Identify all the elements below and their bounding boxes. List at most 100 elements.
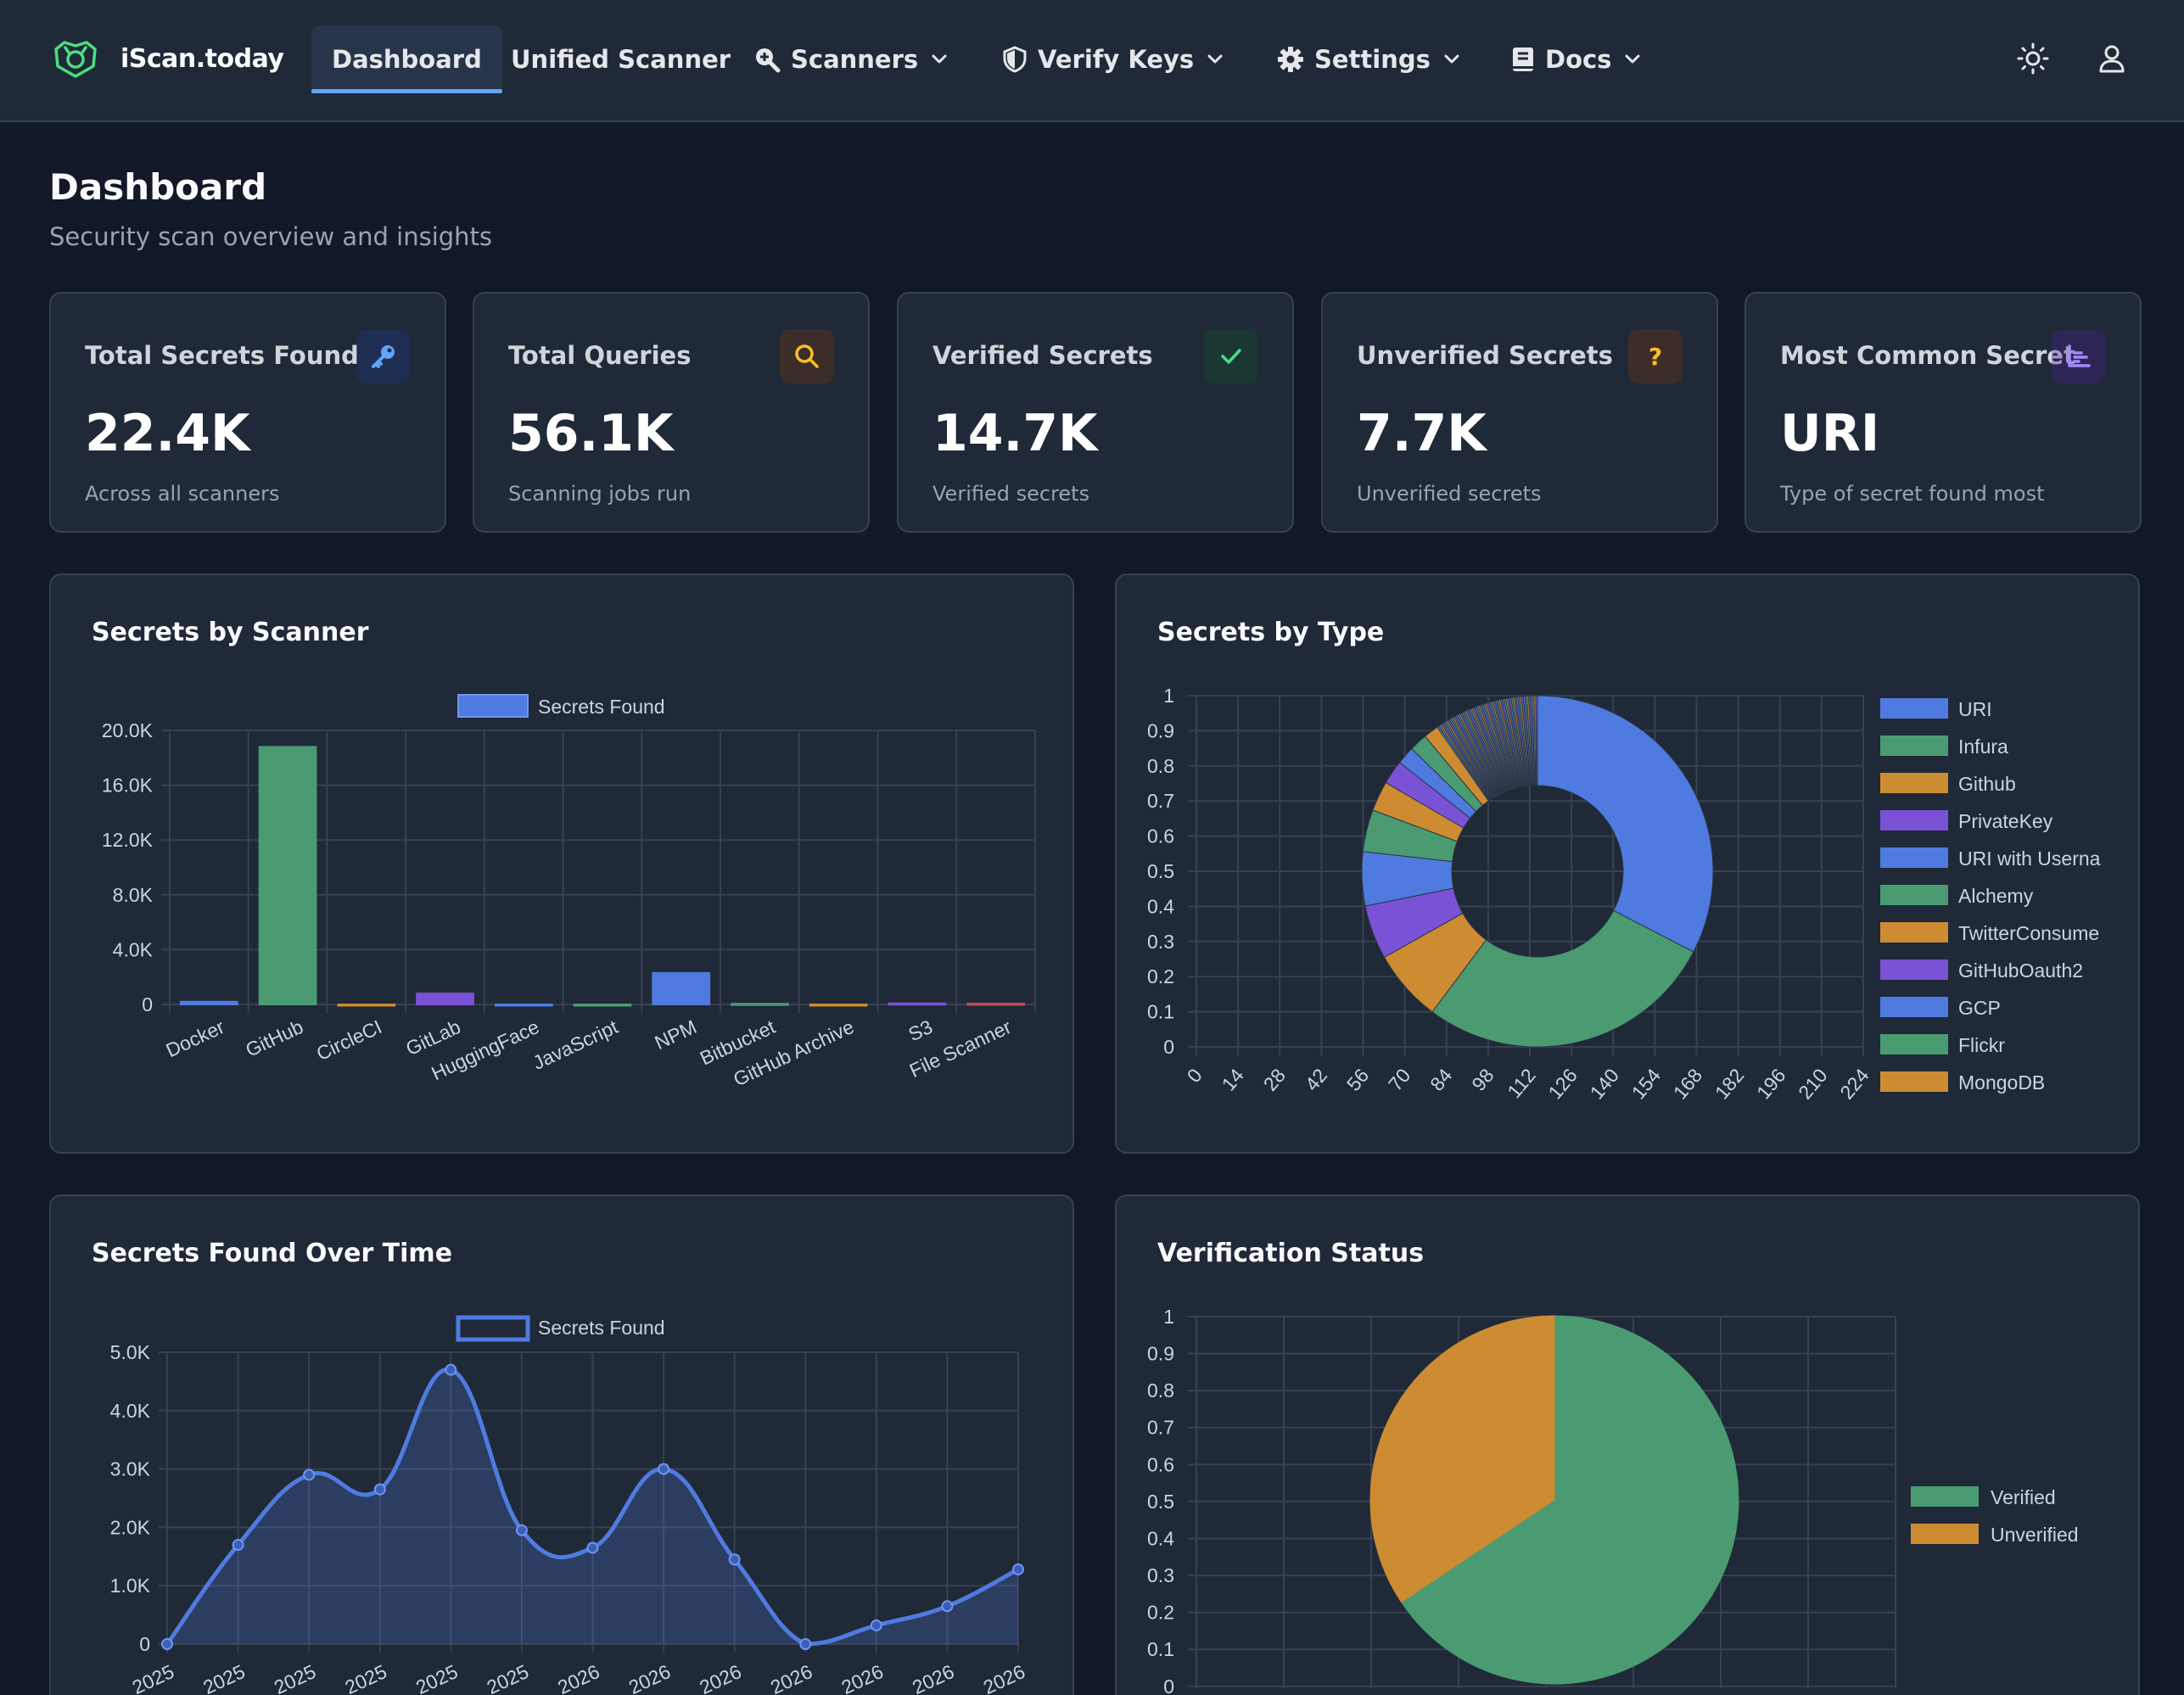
- data-point: [373, 1483, 386, 1496]
- y-tick-label: 1.0K: [110, 1575, 151, 1597]
- nav-unified-scanner[interactable]: Unified Scanner: [490, 25, 751, 93]
- secrets-by-scanner-chart: Secrets Found 0 4.0K 8.0K 12.0K 16.0K 20.0K Doc…: [102, 694, 1036, 1090]
- y-tick-label: 5.0K: [110, 1341, 151, 1363]
- data-point: [870, 1619, 882, 1631]
- x-tick-label: 168: [1669, 1065, 1707, 1104]
- chevron-down-icon: [1207, 54, 1223, 64]
- x-tick-label: 2026: [838, 1660, 887, 1695]
- y-tick-label: 0.5: [1147, 860, 1174, 882]
- y-tick-label: 0.9: [1147, 719, 1174, 741]
- y-tick-label: 4.0K: [113, 938, 154, 960]
- y-tick-label: 0.3: [1147, 1564, 1174, 1586]
- legend-label: GCP: [1958, 997, 2001, 1019]
- gear-icon: [1278, 47, 1303, 72]
- data-point: [799, 1638, 812, 1650]
- nav-scanners-label: Scanners: [791, 45, 919, 74]
- nav-verify-keys[interactable]: Verify Keys: [982, 25, 1246, 93]
- legend-label: Unverified: [1991, 1524, 2079, 1546]
- panel-secrets-by-type: Secrets by Type 0 14 28 42 56 70 84 98 112 126 140…: [1115, 573, 2140, 1154]
- stat-card-verified-secrets: Verified Secrets 14.7K Verified secrets: [897, 292, 1294, 533]
- stat-card-title: Unverified Secrets: [1357, 341, 1613, 370]
- x-tick-label: 2026: [767, 1660, 815, 1695]
- x-tick-label: 84: [1425, 1064, 1456, 1094]
- y-tick-label: 2.0K: [110, 1516, 151, 1538]
- y-tick-label: 0.1: [1147, 1638, 1174, 1660]
- x-tick-label: 2026: [696, 1660, 744, 1695]
- user-profile-icon[interactable]: [2096, 42, 2128, 75]
- secrets-by-type-chart: 0 14 28 42 56 70 84 98 112 126 140 154 168 182 196 210 2…: [1147, 685, 2101, 1104]
- x-tick-label: 126: [1543, 1065, 1582, 1104]
- y-tick-label: 12.0K: [102, 829, 154, 851]
- bar-chart-icon: [2052, 329, 2106, 383]
- x-tick-label: 28: [1259, 1065, 1290, 1095]
- x-tick-label: Docker: [162, 1015, 227, 1061]
- key-icon: [356, 329, 411, 383]
- y-tick-label: 0.4: [1147, 895, 1174, 917]
- x-tick-label: 14: [1218, 1064, 1248, 1094]
- y-tick-label: 4.0K: [110, 1400, 151, 1422]
- nav-settings[interactable]: Settings: [1257, 25, 1483, 93]
- area-fill: [167, 1369, 1018, 1644]
- panel-title: Secrets by Scanner: [92, 618, 369, 647]
- legend-swatch: [1880, 922, 1948, 943]
- page-title: Dashboard: [49, 166, 267, 208]
- y-tick-label: 0.2: [1147, 1602, 1174, 1624]
- x-tick-label: 0: [1183, 1065, 1207, 1088]
- nav-docs[interactable]: Docs: [1491, 25, 1664, 93]
- panel-title: Secrets Found Over Time: [92, 1239, 453, 1268]
- x-tick-label: S3: [905, 1015, 936, 1045]
- donut-slice: [1537, 695, 1714, 953]
- legend-label: Secrets Found: [538, 1317, 665, 1339]
- app-logo[interactable]: iScan.today: [49, 37, 284, 80]
- legend-label: Alchemy: [1958, 885, 2034, 907]
- chevron-down-icon: [1625, 54, 1640, 64]
- stat-card-caption: Across all scanners: [85, 482, 280, 506]
- stat-card-total-secrets: Total Secrets Found 22.4K Across all sca…: [49, 292, 446, 533]
- nav-scanners[interactable]: Scanners: [733, 25, 971, 93]
- bar: [258, 746, 317, 1005]
- x-tick-label: 224: [1835, 1064, 1873, 1103]
- nav-dashboard[interactable]: Dashboard: [311, 25, 502, 93]
- panel-secrets-by-scanner: Secrets by Scanner Secrets Found 0 4.0K 8.0…: [49, 573, 1074, 1154]
- legend-swatch: [1911, 1486, 1979, 1507]
- legend-label: Github: [1958, 773, 2016, 795]
- data-point: [1012, 1563, 1024, 1575]
- x-tick-label: 2026: [554, 1660, 602, 1695]
- stat-card-total-queries: Total Queries 56.1K Scanning jobs run: [473, 292, 870, 533]
- x-tick-label: 2026: [980, 1660, 1028, 1695]
- x-tick-label: 42: [1301, 1065, 1331, 1095]
- x-tick-label: 2025: [129, 1660, 177, 1695]
- legend-swatch: [1880, 1071, 1948, 1092]
- x-tick-label: 2025: [484, 1660, 532, 1695]
- legend-label: PrivateKey: [1958, 810, 2053, 832]
- legend-label: TwitterConsume: [1958, 922, 2099, 944]
- data-point: [445, 1363, 457, 1376]
- svg-text:?: ?: [1649, 343, 1662, 371]
- x-tick-label: 98: [1467, 1065, 1498, 1095]
- legend-swatch: [1911, 1524, 1979, 1544]
- question-icon: ?: [1628, 329, 1683, 383]
- x-tick-label: 154: [1627, 1064, 1666, 1103]
- legend-label: Secrets Found: [538, 696, 665, 718]
- y-tick-label: 1: [1163, 1306, 1174, 1328]
- book-icon: [1513, 48, 1533, 71]
- x-tick-label: 2025: [271, 1660, 319, 1695]
- bar: [179, 1000, 238, 1005]
- y-tick-label: 0.9: [1147, 1343, 1174, 1365]
- data-point: [303, 1468, 316, 1481]
- search-icon: [780, 329, 834, 383]
- data-point: [232, 1539, 244, 1552]
- x-tick-label: 210: [1794, 1065, 1832, 1104]
- x-tick-label: 112: [1503, 1065, 1539, 1103]
- chevron-down-icon: [932, 54, 947, 64]
- check-icon: [1204, 329, 1258, 383]
- legend-label: MongoDB: [1958, 1071, 2045, 1094]
- y-tick-label: 0.8: [1147, 1379, 1174, 1401]
- stat-card-most-common-secret: Most Common Secret URI Type of secret fo…: [1744, 292, 2142, 533]
- data-point: [515, 1524, 528, 1536]
- legend-swatch: [1880, 810, 1948, 831]
- stat-card-caption: Verified secrets: [932, 482, 1090, 506]
- y-tick-label: 0.8: [1147, 755, 1174, 777]
- theme-toggle-sun-icon[interactable]: [2017, 42, 2049, 75]
- legend-label: GitHubOauth2: [1958, 959, 2083, 982]
